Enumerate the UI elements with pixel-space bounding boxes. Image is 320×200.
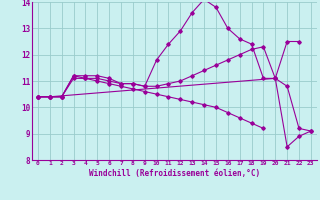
X-axis label: Windchill (Refroidissement éolien,°C): Windchill (Refroidissement éolien,°C) xyxy=(89,169,260,178)
